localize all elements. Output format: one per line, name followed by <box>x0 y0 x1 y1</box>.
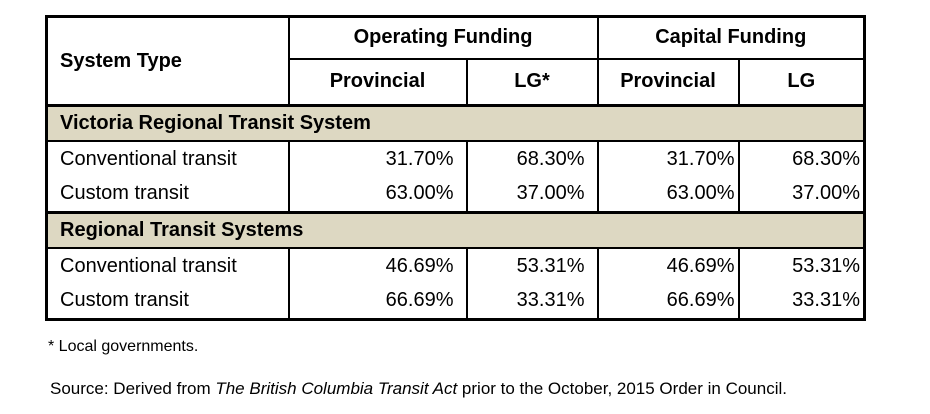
header-capital-provincial: Provincial <box>596 58 739 106</box>
header-operating-funding: Operating Funding <box>287 16 598 60</box>
row-label: Custom transit <box>60 182 189 205</box>
table-row: Custom transit 66.69% 33.31% 66.69% 33.3… <box>47 283 865 320</box>
cell-operating-provincial: 66.69% <box>287 283 467 320</box>
cell-capital-provincial: 31.70% <box>596 140 739 177</box>
table-row: Custom transit 63.00% 37.00% 63.00% 37.0… <box>47 176 865 213</box>
section-row-victoria: Victoria Regional Transit System <box>46 104 865 142</box>
document-page: System Type Operating Funding Capital Fu… <box>45 15 905 399</box>
row-label: Conventional transit <box>60 147 237 170</box>
cell-capital-provincial: 46.69% <box>596 247 739 284</box>
header-capital-lg: LG <box>737 58 865 106</box>
cell-operating-provincial: 31.70% <box>287 140 467 177</box>
row-label: Conventional transit <box>60 254 237 277</box>
table-row: Conventional transit 31.70% 68.30% 31.70… <box>47 140 865 177</box>
row-label: Custom transit <box>60 289 189 312</box>
header-group-row: System Type Operating Funding Capital Fu… <box>46 16 865 106</box>
cell-operating-provincial: 63.00% <box>287 176 467 213</box>
section-title-regional: Regional Transit Systems <box>46 211 865 249</box>
header-operating-provincial: Provincial <box>287 58 467 106</box>
transit-funding-table: System Type Operating Funding Capital Fu… <box>45 15 866 321</box>
source-suffix: prior to the October, 2015 Order in Coun… <box>457 379 787 398</box>
source-line: Source: Derived from The British Columbi… <box>50 379 905 399</box>
header-capital-funding: Capital Funding <box>596 16 865 60</box>
cell-capital-provincial: 63.00% <box>596 176 739 213</box>
cell-capital-lg: 53.31% <box>737 247 865 284</box>
section-row-regional: Regional Transit Systems <box>46 211 865 249</box>
cell-operating-lg: 33.31% <box>465 283 598 320</box>
cell-operating-lg: 37.00% <box>465 176 598 213</box>
source-act-title: The British Columbia Transit Act <box>215 379 458 398</box>
header-system-type: System Type <box>46 16 290 106</box>
cell-capital-lg: 33.31% <box>737 283 865 320</box>
table-row: Conventional transit 46.69% 53.31% 46.69… <box>47 247 865 284</box>
cell-capital-lg: 37.00% <box>737 176 865 213</box>
source-prefix: Source: Derived from <box>50 379 216 398</box>
header-operating-lg: LG* <box>465 58 598 106</box>
cell-operating-lg: 53.31% <box>465 247 598 284</box>
cell-operating-provincial: 46.69% <box>287 247 467 284</box>
cell-capital-provincial: 66.69% <box>596 283 739 320</box>
cell-operating-lg: 68.30% <box>465 140 598 177</box>
section-title-victoria: Victoria Regional Transit System <box>46 104 865 142</box>
cell-capital-lg: 68.30% <box>737 140 865 177</box>
footnote-local-governments: * Local governments. <box>48 338 199 355</box>
header-sub-row: Provincial LG* Provincial LG <box>47 58 865 106</box>
